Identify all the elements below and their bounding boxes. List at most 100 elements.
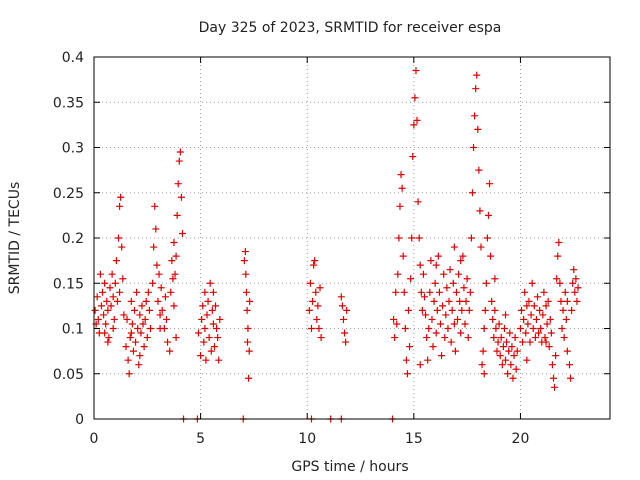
- data-point: [400, 288, 408, 296]
- data-point: [133, 288, 141, 296]
- data-point: [523, 356, 531, 364]
- data-point: [394, 270, 402, 278]
- data-point: [565, 361, 573, 369]
- data-point: [343, 306, 351, 314]
- data-point: [391, 334, 399, 342]
- data-point: [147, 325, 155, 332]
- data-point: [455, 270, 463, 278]
- data-point: [522, 329, 530, 337]
- data-point: [430, 297, 438, 305]
- data-point: [138, 302, 146, 310]
- data-point: [309, 297, 317, 305]
- data-point: [528, 279, 536, 287]
- data-point: [530, 302, 538, 310]
- data-point: [481, 306, 489, 314]
- data-point: [545, 343, 553, 351]
- data-point: [553, 275, 561, 283]
- data-point: [242, 270, 250, 278]
- data-point: [208, 306, 216, 314]
- data-point: [445, 297, 453, 305]
- data-point: [315, 325, 323, 332]
- data-point: [444, 325, 452, 332]
- data-point: [312, 288, 320, 296]
- data-point: [503, 338, 511, 346]
- data-point: [131, 306, 139, 314]
- data-point: [516, 325, 524, 332]
- data-point: [452, 288, 460, 296]
- data-point: [415, 234, 423, 242]
- data-point: [122, 343, 130, 351]
- data-point: [432, 261, 440, 269]
- data-point: [155, 270, 163, 278]
- data-point: [212, 302, 220, 310]
- data-point: [117, 193, 125, 201]
- data-point: [429, 343, 437, 351]
- data-point: [463, 275, 471, 283]
- data-point: [126, 334, 134, 342]
- data-point: [102, 320, 110, 328]
- data-point: [451, 347, 459, 355]
- data-point: [470, 144, 478, 151]
- data-point: [316, 284, 324, 292]
- x-tick-label: 10: [298, 431, 316, 447]
- data-point: [436, 320, 444, 328]
- data-point: [467, 234, 475, 242]
- data-point: [450, 243, 458, 251]
- data-point: [142, 297, 150, 305]
- data-point: [448, 306, 456, 314]
- data-point: [207, 347, 215, 355]
- data-point: [115, 234, 123, 242]
- data-point: [431, 279, 439, 287]
- data-point: [478, 361, 486, 369]
- data-point: [311, 257, 319, 265]
- data-point: [541, 334, 549, 342]
- data-point: [416, 261, 424, 269]
- data-point: [412, 67, 420, 75]
- data-point: [511, 334, 519, 342]
- data-point: [543, 320, 551, 328]
- data-point: [417, 288, 425, 296]
- data-point: [139, 320, 147, 328]
- data-point: [101, 279, 109, 287]
- data-point: [244, 338, 252, 346]
- data-point: [441, 334, 449, 342]
- data-point: [482, 279, 490, 287]
- x-tick-label: 5: [196, 431, 205, 447]
- data-points: [91, 67, 582, 423]
- data-point: [392, 288, 400, 296]
- data-point: [490, 334, 498, 342]
- data-point: [214, 334, 222, 342]
- data-point: [486, 180, 494, 188]
- data-point: [407, 275, 415, 283]
- data-point: [402, 356, 410, 364]
- data-point: [97, 302, 105, 310]
- data-point: [406, 343, 414, 351]
- data-point: [471, 112, 479, 120]
- x-axis-label: GPS time / hours: [291, 459, 408, 475]
- data-point: [413, 116, 421, 124]
- data-point: [487, 252, 495, 260]
- data-point: [497, 334, 505, 342]
- data-point: [518, 306, 526, 314]
- data-point: [399, 252, 407, 260]
- x-tick-label: 15: [405, 431, 423, 447]
- data-point: [423, 334, 431, 342]
- data-point: [483, 234, 491, 242]
- data-point: [150, 243, 158, 251]
- data-point: [213, 325, 221, 332]
- data-point: [419, 270, 427, 278]
- data-point: [397, 171, 405, 179]
- data-point: [410, 121, 418, 129]
- y-tick-label: 0.2: [62, 231, 84, 247]
- data-point: [398, 184, 406, 192]
- data-point: [123, 315, 131, 323]
- data-point: [307, 325, 315, 332]
- data-point: [526, 338, 534, 346]
- data-point: [198, 315, 206, 323]
- data-point: [172, 252, 180, 260]
- axis-ticks: 0 5 10 15 20 0 0.05 0.1 0.15 0.2 0.25 0.3 0.35 0.4: [53, 50, 610, 447]
- data-point: [403, 370, 411, 378]
- data-point: [172, 334, 180, 342]
- data-point: [106, 284, 114, 292]
- data-point: [243, 306, 251, 314]
